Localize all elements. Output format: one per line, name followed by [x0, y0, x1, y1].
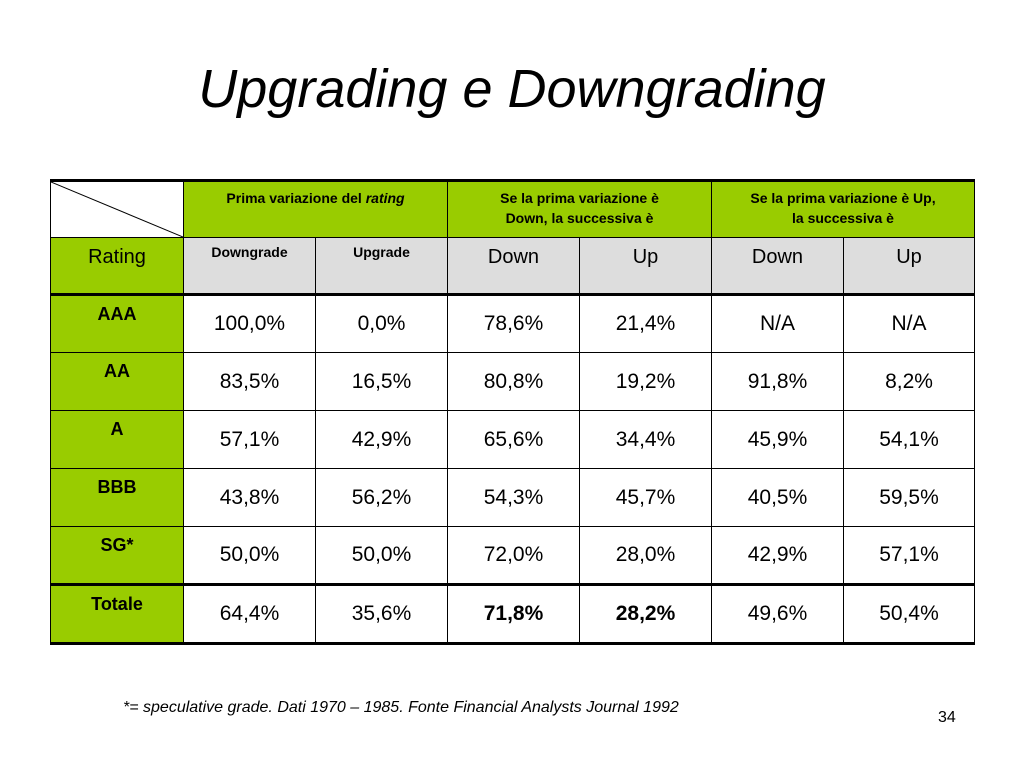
row-label: BBB [50, 468, 184, 527]
table-cell: 80,8% [447, 352, 580, 411]
row-label: AA [50, 352, 184, 411]
col-up-after-down: Up [579, 237, 712, 296]
table-cell: 0,0% [315, 294, 448, 353]
page-number: 34 [938, 709, 956, 726]
table-cell: 16,5% [315, 352, 448, 411]
slide-title: Upgrading e Downgrading [198, 59, 826, 119]
col-downgrade: Downgrade [183, 237, 316, 296]
row-label: AAA [50, 294, 184, 353]
table-row: AAA 100,0% 0,0% 78,6% 21,4% N/A N/A [50, 294, 975, 353]
table-row: AA 83,5% 16,5% 80,8% 19,2% 91,8% 8,2% [50, 352, 975, 411]
table-cell: 19,2% [579, 352, 712, 411]
table-cell: 42,9% [315, 410, 448, 469]
row-label: A [50, 410, 184, 469]
rating-transition-table: Prima variazione del rating Se la prima … [50, 179, 975, 645]
table-cell: 50,0% [315, 526, 448, 586]
table-cell: 45,7% [579, 468, 712, 527]
header-first-change-text: Prima variazione del [226, 190, 366, 206]
table-cell: 43,8% [183, 468, 316, 527]
row-label: SG* [50, 526, 184, 586]
totals-row: Totale 64,4% 35,6% 71,8% 28,2% 49,6% 50,… [50, 584, 975, 645]
table-cell: 28,0% [579, 526, 712, 586]
diagonal-line [51, 182, 183, 237]
header-after-up-line1: Se la prima variazione è Up, [750, 190, 936, 206]
corner-cell [50, 179, 184, 238]
col-upgrade: Upgrade [315, 237, 448, 296]
table-cell: 57,1% [183, 410, 316, 469]
table-cell: N/A [843, 294, 975, 353]
table-cell: 59,5% [843, 468, 975, 527]
header-first-change: Prima variazione del rating [183, 179, 448, 238]
table-cell: 54,1% [843, 410, 975, 469]
table-cell: 78,6% [447, 294, 580, 353]
table-cell-highlight: 71,8% [447, 584, 580, 645]
row-label-total: Totale [50, 584, 184, 645]
table-row: BBB 43,8% 56,2% 54,3% 45,7% 40,5% 59,5% [50, 468, 975, 527]
table-cell: 57,1% [843, 526, 975, 586]
col-up-after-up: Up [843, 237, 975, 296]
table-cell: 64,4% [183, 584, 316, 645]
col-down-after-up: Down [711, 237, 844, 296]
table-cell: 21,4% [579, 294, 712, 353]
table-cell: 56,2% [315, 468, 448, 527]
table-cell: 49,6% [711, 584, 844, 645]
table-cell: 65,6% [447, 410, 580, 469]
footnote: *= speculative grade. Dati 1970 – 1985. … [123, 699, 679, 716]
table-cell: 54,3% [447, 468, 580, 527]
header-row: Prima variazione del rating Se la prima … [50, 179, 975, 238]
table-cell: 50,0% [183, 526, 316, 586]
subheader-row: Rating Downgrade Upgrade Down Up Down Up [50, 237, 975, 296]
col-down-after-down: Down [447, 237, 580, 296]
header-first-change-italic: rating [365, 190, 405, 206]
table-cell: 72,0% [447, 526, 580, 586]
table-cell: 83,5% [183, 352, 316, 411]
header-after-up: Se la prima variazione è Up, la successiv… [711, 179, 975, 238]
table-cell: 50,4% [843, 584, 975, 645]
table-row: SG* 50,0% 50,0% 72,0% 28,0% 42,9% 57,1% [50, 526, 975, 586]
table-cell: N/A [711, 294, 844, 353]
header-after-down-line1: Se la prima variazione è [500, 190, 659, 206]
rating-column-header: Rating [50, 237, 184, 296]
header-after-down: Se la prima variazione è Down, la success… [447, 179, 712, 238]
table-cell: 40,5% [711, 468, 844, 527]
table-cell: 35,6% [315, 584, 448, 645]
table-cell: 100,0% [183, 294, 316, 353]
header-after-up-line2: la successiva è [792, 210, 894, 226]
table-cell-highlight: 28,2% [579, 584, 712, 645]
table-cell: 34,4% [579, 410, 712, 469]
header-after-down-line2: Down, la successiva è [505, 210, 654, 226]
table-row: A 57,1% 42,9% 65,6% 34,4% 45,9% 54,1% [50, 410, 975, 469]
table-cell: 45,9% [711, 410, 844, 469]
table-cell: 8,2% [843, 352, 975, 411]
table-cell: 91,8% [711, 352, 844, 411]
table-cell: 42,9% [711, 526, 844, 586]
